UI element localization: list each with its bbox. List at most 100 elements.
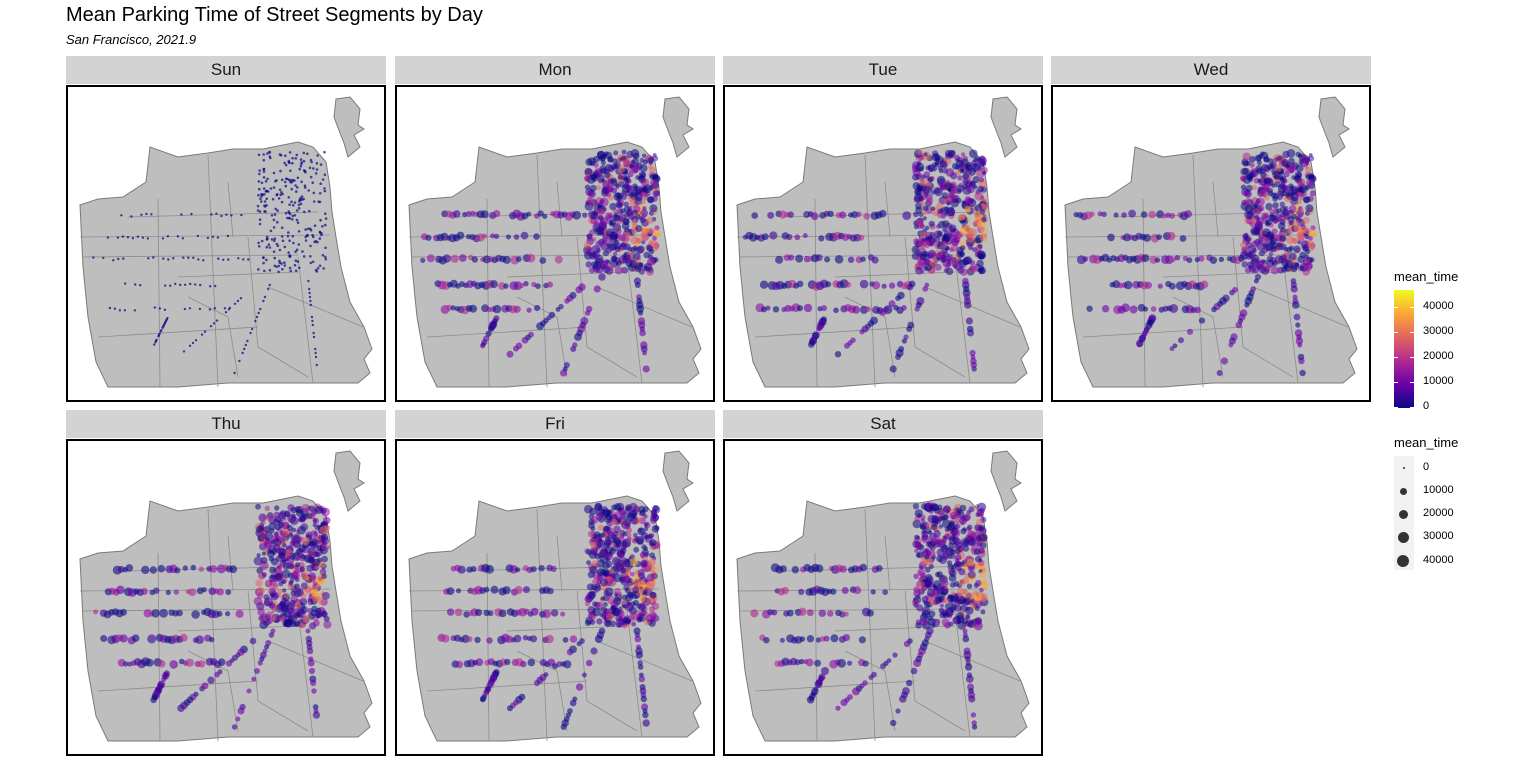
sf-landmass xyxy=(79,141,373,388)
district-boundary xyxy=(1142,198,1146,388)
parking-points xyxy=(742,149,989,373)
map-area xyxy=(395,85,715,402)
treasure-island xyxy=(333,96,365,158)
facet-panel-fri: Fri xyxy=(395,410,715,756)
sf-map xyxy=(408,96,702,388)
color-legend-bar xyxy=(1394,290,1414,408)
facet-panel-sat: Sat xyxy=(723,410,1043,756)
district-boundary xyxy=(884,535,891,592)
district-boundary xyxy=(297,256,314,384)
district-boundary xyxy=(626,610,643,738)
map-area xyxy=(723,85,1043,402)
district-boundary xyxy=(157,552,161,742)
district-boundary xyxy=(536,154,548,388)
size-key-0 xyxy=(1403,467,1405,469)
district-boundary xyxy=(924,640,1021,682)
size-legend-title: mean_time xyxy=(1394,435,1459,450)
sf-map xyxy=(1064,96,1358,388)
district-boundary xyxy=(814,552,818,742)
sf-map xyxy=(79,450,373,742)
district-boundary xyxy=(924,286,1021,328)
district-boundary xyxy=(426,326,588,338)
color-tick-20000: 20000 xyxy=(1423,350,1454,362)
chart-title: Mean Parking Time of Street Segments by … xyxy=(66,4,483,26)
map-area xyxy=(395,439,715,756)
parking-points xyxy=(750,502,989,730)
map-area xyxy=(1051,85,1371,402)
district-boundary xyxy=(556,535,563,592)
district-boundary xyxy=(954,256,971,384)
district-boundary xyxy=(187,650,239,732)
district-boundary xyxy=(556,181,563,238)
size-tick-40000: 40000 xyxy=(1423,554,1454,566)
district-boundary xyxy=(1082,326,1244,338)
facet-strip-label: Sun xyxy=(66,56,386,84)
map-area xyxy=(723,439,1043,756)
color-tick-30000: 30000 xyxy=(1423,325,1454,337)
district-boundary xyxy=(227,181,234,238)
district-boundary xyxy=(227,535,234,592)
district-boundary xyxy=(97,680,259,692)
district-boundary xyxy=(177,625,299,632)
sf-landmass xyxy=(736,141,1030,388)
size-legend-keys xyxy=(1394,456,1414,570)
district-boundary xyxy=(1192,154,1204,388)
facet-strip-label: Fri xyxy=(395,410,715,438)
facet-panel-wed: Wed xyxy=(1051,56,1371,402)
treasure-island xyxy=(333,450,365,512)
district-boundary xyxy=(486,552,490,742)
treasure-island xyxy=(1318,96,1350,158)
facet-strip-label: Thu xyxy=(66,410,386,438)
facet-strip-label: Tue xyxy=(723,56,1043,84)
parking-points xyxy=(1073,149,1317,377)
district-boundary xyxy=(596,640,693,682)
district-boundary xyxy=(596,286,693,328)
facet-panel-mon: Mon xyxy=(395,56,715,402)
district-boundary xyxy=(1172,296,1224,378)
size-key-40000 xyxy=(1397,555,1409,567)
facet-panel-sun: Sun xyxy=(66,56,386,402)
district-boundary xyxy=(426,680,588,692)
sf-map xyxy=(736,96,1030,388)
parking-points xyxy=(420,149,661,377)
district-boundary xyxy=(516,296,568,378)
district-boundary xyxy=(516,650,568,732)
district-boundary xyxy=(267,640,364,682)
treasure-island xyxy=(662,96,694,158)
size-key-30000 xyxy=(1398,532,1409,543)
district-boundary xyxy=(1282,256,1299,384)
treasure-island xyxy=(990,450,1022,512)
size-key-10000 xyxy=(1400,488,1407,495)
color-tick-40000: 40000 xyxy=(1423,300,1454,312)
district-boundary xyxy=(884,181,891,238)
color-tick-10000: 10000 xyxy=(1423,375,1454,387)
district-boundary xyxy=(626,256,643,384)
district-boundary xyxy=(844,650,896,732)
color-legend-title: mean_time xyxy=(1394,269,1459,284)
sf-map xyxy=(736,450,1030,742)
sf-landmass xyxy=(408,495,702,742)
size-tick-20000: 20000 xyxy=(1423,507,1454,519)
district-boundary xyxy=(864,508,876,742)
map-area xyxy=(66,439,386,756)
district-boundary xyxy=(506,625,628,632)
district-boundary xyxy=(207,508,219,742)
facet-panel-thu: Thu xyxy=(66,410,386,756)
sf-map xyxy=(408,450,702,742)
district-boundary xyxy=(536,508,548,742)
chart-subtitle: San Francisco, 2021.9 xyxy=(66,32,197,47)
parking-points xyxy=(93,503,332,730)
size-tick-30000: 30000 xyxy=(1423,530,1454,542)
treasure-island xyxy=(662,450,694,512)
district-boundary xyxy=(267,286,364,328)
facet-strip-label: Sat xyxy=(723,410,1043,438)
district-boundary xyxy=(297,610,314,738)
district-boundary xyxy=(754,326,916,338)
district-boundary xyxy=(97,326,259,338)
district-boundary xyxy=(814,198,818,388)
district-boundary xyxy=(157,198,161,388)
facet-panel-tue: Tue xyxy=(723,56,1043,402)
district-boundary xyxy=(207,154,219,388)
color-tick-0: 0 xyxy=(1423,400,1430,412)
facet-strip-label: Mon xyxy=(395,56,715,84)
